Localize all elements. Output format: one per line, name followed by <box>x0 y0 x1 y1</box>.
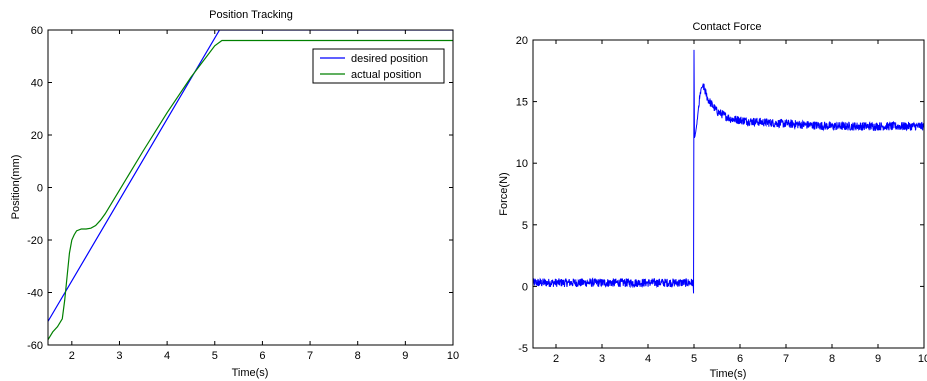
y-tick-label: 0 <box>522 281 528 293</box>
x-tick-label: 6 <box>737 353 743 365</box>
y-tick-label: 20 <box>516 35 528 47</box>
chart-title: Position Tracking <box>209 9 293 21</box>
x-tick-label: 7 <box>307 350 313 362</box>
x-tick-label: 4 <box>164 350 170 362</box>
y-tick-label: -20 <box>27 235 43 247</box>
x-tick-label: 2 <box>69 350 75 362</box>
x-tick-label: 7 <box>783 353 789 365</box>
y-tick-label: -60 <box>27 340 43 352</box>
legend-label-actual: actual position <box>351 69 421 81</box>
x-tick-label: 2 <box>553 353 559 365</box>
y-tick-label: 0 <box>37 183 43 195</box>
y-tick-label: 60 <box>31 25 43 37</box>
x-tick-label: 8 <box>355 350 361 362</box>
series-line-desired-position <box>48 30 453 322</box>
y-tick-label: 5 <box>522 220 528 232</box>
y-tick-label: 40 <box>31 78 43 90</box>
x-tick-label: 10 <box>918 353 927 365</box>
x-tick-label: 8 <box>829 353 835 365</box>
series-line-actual-position <box>48 39 453 341</box>
legend-label-desired: desired position <box>351 53 428 65</box>
y-tick-label: 20 <box>31 130 43 142</box>
chart-title: Contact Force <box>692 21 761 33</box>
y-tick-label: -5 <box>518 343 528 355</box>
contact-force-chart: Contact Force 2 3 4 5 6 7 8 9 10 -5 0 5 10 15 20 Time(… <box>498 21 927 380</box>
legend: desired position actual position <box>312 48 445 84</box>
x-axis-label: Time(s) <box>710 368 747 380</box>
y-tick-label: 15 <box>516 97 528 109</box>
x-tick-label: 6 <box>259 350 265 362</box>
y-axis-label: Position(mm) <box>10 155 22 220</box>
x-tick-label: 3 <box>116 350 122 362</box>
x-tick-label: 3 <box>599 353 605 365</box>
series-line-force <box>533 49 924 294</box>
x-tick-label: 4 <box>645 353 651 365</box>
y-tick-label: 10 <box>516 158 528 170</box>
x-tick-label: 5 <box>212 350 218 362</box>
x-tick-label: 9 <box>402 350 408 362</box>
x-tick-label: 10 <box>447 350 459 362</box>
legend-box <box>312 48 445 84</box>
x-tick-label: 5 <box>691 353 697 365</box>
position-tracking-chart: Position Tracking 2 3 4 5 6 7 8 9 10 -60 -40 -20 0 20… <box>10 9 459 379</box>
plot-frame <box>532 39 925 349</box>
x-tick-label: 9 <box>875 353 881 365</box>
y-tick-label: -40 <box>27 288 43 300</box>
x-axis-label: Time(s) <box>232 367 269 379</box>
y-axis-label: Force(N) <box>498 172 510 215</box>
